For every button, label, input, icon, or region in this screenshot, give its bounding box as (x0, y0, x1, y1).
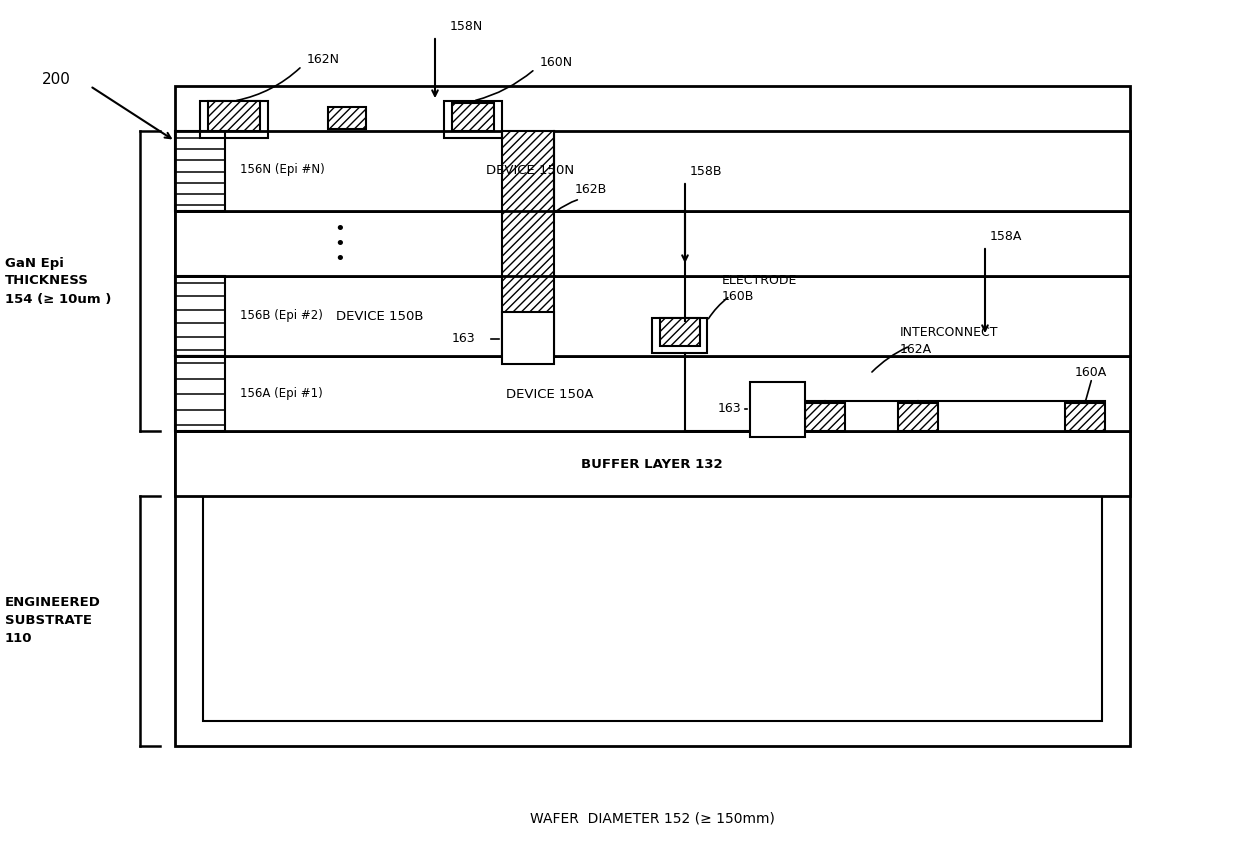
Text: DEVICE 150N: DEVICE 150N (486, 164, 574, 178)
Text: 158N: 158N (450, 20, 484, 33)
Text: •: • (335, 220, 346, 238)
Bar (203, 496, 1102, 721)
Text: 156A (Epi #1): 156A (Epi #1) (241, 387, 322, 401)
Text: DEVICE 150B: DEVICE 150B (336, 310, 424, 323)
Bar (652, 318, 707, 353)
Bar (1065, 403, 1105, 431)
Bar (502, 131, 554, 356)
Text: •: • (335, 250, 346, 268)
Bar (175, 356, 224, 431)
Bar (329, 107, 366, 129)
Text: 160A: 160A (1075, 367, 1107, 380)
Bar (175, 131, 1130, 211)
Text: ENGINEERED
SUBSTRATE
110: ENGINEERED SUBSTRATE 110 (5, 597, 100, 646)
Bar (175, 86, 1130, 746)
Text: 163: 163 (718, 403, 742, 415)
Bar (444, 101, 502, 138)
Text: 156B (Epi #2): 156B (Epi #2) (241, 310, 322, 323)
Text: WAFER  DIAMETER 152 (≥ 150mm): WAFER DIAMETER 152 (≥ 150mm) (529, 812, 775, 826)
Bar (175, 356, 1130, 431)
Bar (750, 382, 805, 437)
Text: DEVICE 150A: DEVICE 150A (506, 387, 594, 401)
Bar (200, 101, 268, 138)
Text: BUFFER LAYER 132: BUFFER LAYER 132 (582, 458, 723, 471)
Bar (453, 103, 494, 131)
Text: 162B: 162B (575, 183, 608, 196)
Text: 200: 200 (42, 71, 71, 87)
Bar (208, 101, 260, 131)
Text: 163: 163 (453, 333, 476, 346)
Text: 158B: 158B (689, 165, 723, 178)
Bar (175, 211, 1130, 276)
Text: 158A: 158A (990, 230, 1022, 243)
Bar (805, 403, 844, 431)
Bar (660, 318, 701, 346)
Text: 156N (Epi #N): 156N (Epi #N) (241, 163, 325, 175)
Text: 160N: 160N (539, 56, 573, 69)
Text: INTERCONNECT
162A: INTERCONNECT 162A (900, 327, 998, 356)
Text: 162N: 162N (308, 53, 340, 66)
Bar (175, 131, 224, 211)
Bar (898, 403, 937, 431)
Bar (175, 276, 224, 356)
Bar (175, 276, 1130, 356)
Text: ELECTRODE
160B: ELECTRODE 160B (722, 275, 797, 304)
Bar (175, 431, 1130, 496)
Text: GaN Epi
THICKNESS
154 (≥ 10um ): GaN Epi THICKNESS 154 (≥ 10um ) (5, 256, 112, 306)
Text: •: • (335, 235, 346, 253)
Bar (502, 312, 554, 364)
